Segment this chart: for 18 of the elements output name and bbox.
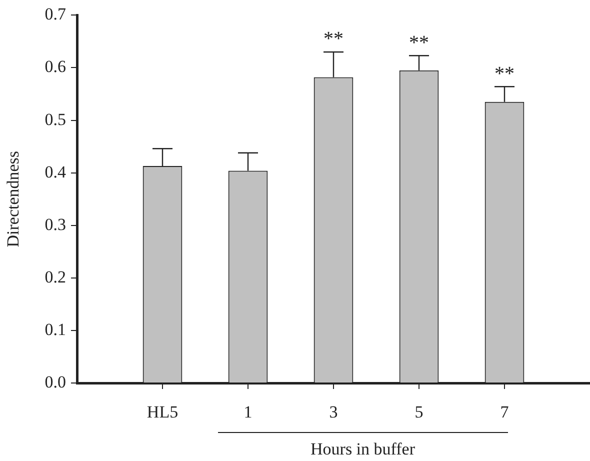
annotation: ** [494, 62, 514, 85]
x-tick-label: 3 [329, 402, 338, 422]
x-axis-title: Hours in buffer [310, 439, 416, 458]
y-tick-label: 0.6 [44, 57, 66, 76]
y-tick-label: 0.4 [44, 162, 66, 182]
y-tick-label: 0.1 [44, 320, 66, 339]
y-tick-label: 0.7 [44, 4, 66, 24]
y-tick-label: 0.3 [44, 214, 66, 234]
annotation: ** [409, 32, 429, 54]
y-tick-label: 0.0 [44, 372, 66, 392]
x-tick-label: 1 [244, 402, 252, 422]
y-tick-label: 0.2 [44, 267, 66, 286]
y-axis-title: Directendness [4, 150, 23, 248]
x-tick-label: 5 [414, 402, 424, 422]
x-tick-label: HL5 [146, 402, 178, 422]
x-tick-label: 7 [500, 402, 510, 422]
annotation: ** [324, 28, 344, 50]
y-tick-label: 0.5 [44, 110, 66, 129]
